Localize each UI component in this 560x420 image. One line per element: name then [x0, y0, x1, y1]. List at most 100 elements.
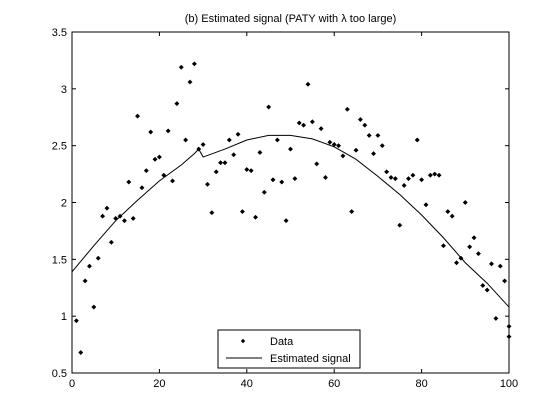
data-point — [322, 174, 329, 181]
y-tick-label: 3 — [61, 84, 67, 96]
data-point — [204, 181, 211, 187]
x-tick-label: 0 — [69, 378, 75, 390]
data-point — [283, 218, 289, 224]
data-point — [191, 61, 197, 67]
data-point — [152, 156, 158, 162]
data-point — [274, 137, 280, 143]
data-point — [100, 213, 106, 219]
data-point — [379, 143, 385, 149]
estimated-signal-series — [71, 134, 510, 308]
data-point — [353, 147, 359, 153]
x-tick-label: 100 — [500, 378, 518, 390]
data-point — [427, 172, 433, 178]
data-point — [419, 177, 425, 183]
data-point — [370, 151, 377, 157]
data-point — [318, 126, 324, 132]
data-point — [82, 278, 88, 284]
data-point — [78, 349, 84, 356]
data-point — [471, 235, 477, 241]
data-point — [104, 205, 110, 211]
y-tick-label: 0.5 — [52, 368, 67, 380]
data-point — [209, 210, 215, 216]
data-point — [174, 101, 180, 107]
data-point — [467, 244, 473, 250]
data-point — [506, 323, 512, 329]
data-point — [336, 143, 342, 149]
y-tick-label: 2.5 — [52, 141, 67, 153]
data-point — [73, 318, 79, 324]
data-point — [384, 169, 390, 175]
data-point — [121, 218, 127, 224]
data-point — [480, 282, 486, 289]
data-point — [222, 160, 228, 166]
data-point — [213, 169, 219, 175]
data-point — [366, 132, 372, 138]
data-point — [86, 263, 93, 269]
data-point — [357, 116, 363, 123]
data-point — [143, 168, 149, 174]
data-point — [449, 213, 455, 219]
x-tick-label: 40 — [241, 378, 253, 390]
data-point — [493, 315, 499, 321]
y-tick-label: 2 — [61, 198, 67, 210]
data-point — [388, 174, 394, 181]
data-point — [239, 209, 245, 215]
axes-box — [71, 31, 510, 374]
x-tick-label: 80 — [415, 378, 427, 390]
data-point — [126, 179, 132, 185]
data-point — [108, 239, 114, 245]
data-point — [314, 161, 320, 167]
data-point — [475, 251, 481, 257]
data-point — [445, 209, 451, 215]
data-point — [218, 160, 224, 166]
x-tick-label: 20 — [153, 378, 165, 390]
data-point — [292, 176, 298, 182]
data-point — [488, 261, 495, 267]
plot-area — [71, 31, 510, 374]
data-point — [91, 304, 97, 310]
data-point — [327, 139, 333, 145]
data-point — [165, 128, 171, 134]
data-point — [506, 334, 512, 340]
data-point — [397, 222, 403, 228]
data-point — [301, 122, 307, 128]
legend: Data Estimated signal — [217, 329, 361, 369]
data-point — [279, 179, 285, 185]
data-point — [261, 189, 267, 195]
data-point — [375, 132, 381, 138]
data-point — [401, 182, 407, 189]
estimated-signal-line — [71, 134, 510, 308]
data-point — [454, 260, 460, 266]
data-point — [502, 278, 508, 284]
y-tick-label: 3.5 — [52, 27, 67, 39]
data-point — [244, 166, 250, 173]
data-point — [248, 168, 254, 174]
data-point — [187, 79, 193, 85]
data-point — [410, 172, 416, 178]
data-point — [344, 106, 350, 112]
data-point — [287, 146, 294, 152]
data-point — [95, 255, 101, 261]
legend-marker-data — [240, 338, 246, 344]
data-point — [266, 104, 272, 110]
data-point — [252, 214, 259, 220]
chart-title: (b) Estimated signal (PATY with λ too la… — [185, 13, 397, 25]
data-series-markers — [73, 61, 512, 356]
data-point — [178, 64, 184, 70]
data-point — [200, 141, 206, 148]
data-point — [130, 215, 136, 221]
data-point — [231, 152, 237, 158]
data-point — [305, 81, 311, 87]
data-point — [436, 172, 442, 178]
data-point — [183, 137, 189, 143]
data-point — [270, 177, 276, 183]
data-point — [226, 137, 232, 143]
data-point — [432, 171, 438, 177]
data-point — [134, 113, 141, 119]
data-point — [169, 178, 176, 184]
axis-ticks: 0 20 40 60 80 100 0.5 1 1.5 2 2.5 3 3.5 — [52, 27, 518, 390]
x-tick-label: 60 — [328, 378, 340, 390]
data-point — [497, 263, 503, 269]
legend-label-signal: Estimated signal — [270, 353, 351, 365]
